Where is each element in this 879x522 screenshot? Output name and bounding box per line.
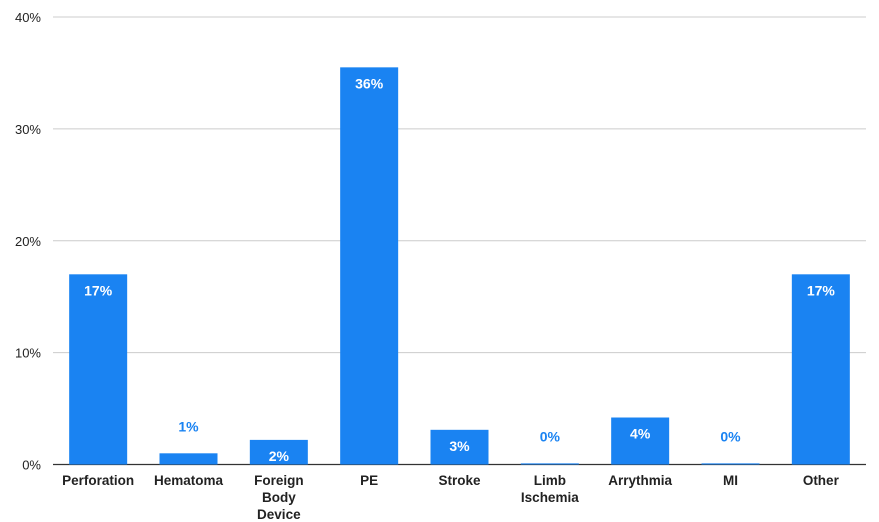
y-tick-label: 20% [15, 234, 41, 249]
bar [430, 429, 489, 465]
x-tick-label-line: MI [723, 473, 738, 488]
y-tick-label: 0% [22, 458, 41, 473]
x-tick-label-line: Perforation [62, 473, 134, 488]
bar [159, 453, 218, 465]
data-label: 17% [84, 282, 113, 298]
bar [520, 463, 579, 465]
data-label: 1% [178, 418, 199, 434]
bar [249, 439, 308, 465]
gridlines [53, 16, 866, 466]
x-tick-label-line: Ischemia [521, 490, 579, 505]
x-tick-label-line: Device [257, 507, 301, 522]
x-tick-label: Foreign Body Device [254, 473, 304, 522]
data-label: 0% [540, 428, 561, 444]
x-tick-label: Arrythmia [608, 473, 672, 488]
data-labels: 17% 1% 2% 36% 3% 0% 4% 0% 17% [84, 75, 835, 464]
bar [701, 463, 760, 465]
data-label: 3% [449, 438, 470, 454]
x-tick-label: Perforation [62, 473, 134, 488]
y-tick-label: 10% [15, 346, 41, 361]
x-tick-label: MI [723, 473, 738, 488]
x-axis-tick-labels: Perforation Hematoma Foreign Body Device PE St… [62, 473, 839, 522]
x-tick-label: Limb Ischemia [521, 473, 579, 505]
bar [340, 67, 399, 465]
x-tick-label-line: Limb [534, 473, 566, 488]
x-tick-label: Stroke [438, 473, 481, 488]
x-tick-label: Hematoma [154, 473, 224, 488]
bar [791, 274, 850, 465]
x-tick-label-line: Other [803, 473, 840, 488]
data-label: 4% [630, 426, 651, 442]
bar [69, 274, 128, 465]
x-tick-label-line: Hematoma [154, 473, 224, 488]
x-tick-label: PE [360, 473, 378, 488]
x-tick-label-line: Arrythmia [608, 473, 672, 488]
bar [611, 417, 670, 465]
x-tick-label: Other [803, 473, 840, 488]
x-tick-label-line: PE [360, 473, 378, 488]
x-tick-label-line: Body [262, 490, 296, 505]
y-tick-label: 30% [15, 122, 41, 137]
bars [69, 67, 850, 465]
data-label: 0% [720, 428, 741, 444]
x-tick-label-line: Stroke [438, 473, 481, 488]
data-label: 17% [807, 282, 836, 298]
y-axis-tick-labels: 0% 10% 20% 30% 40% [15, 10, 41, 473]
x-tick-label-line: Foreign [254, 473, 304, 488]
y-tick-label: 40% [15, 10, 41, 25]
data-label: 2% [269, 448, 290, 464]
data-label: 36% [355, 75, 384, 91]
